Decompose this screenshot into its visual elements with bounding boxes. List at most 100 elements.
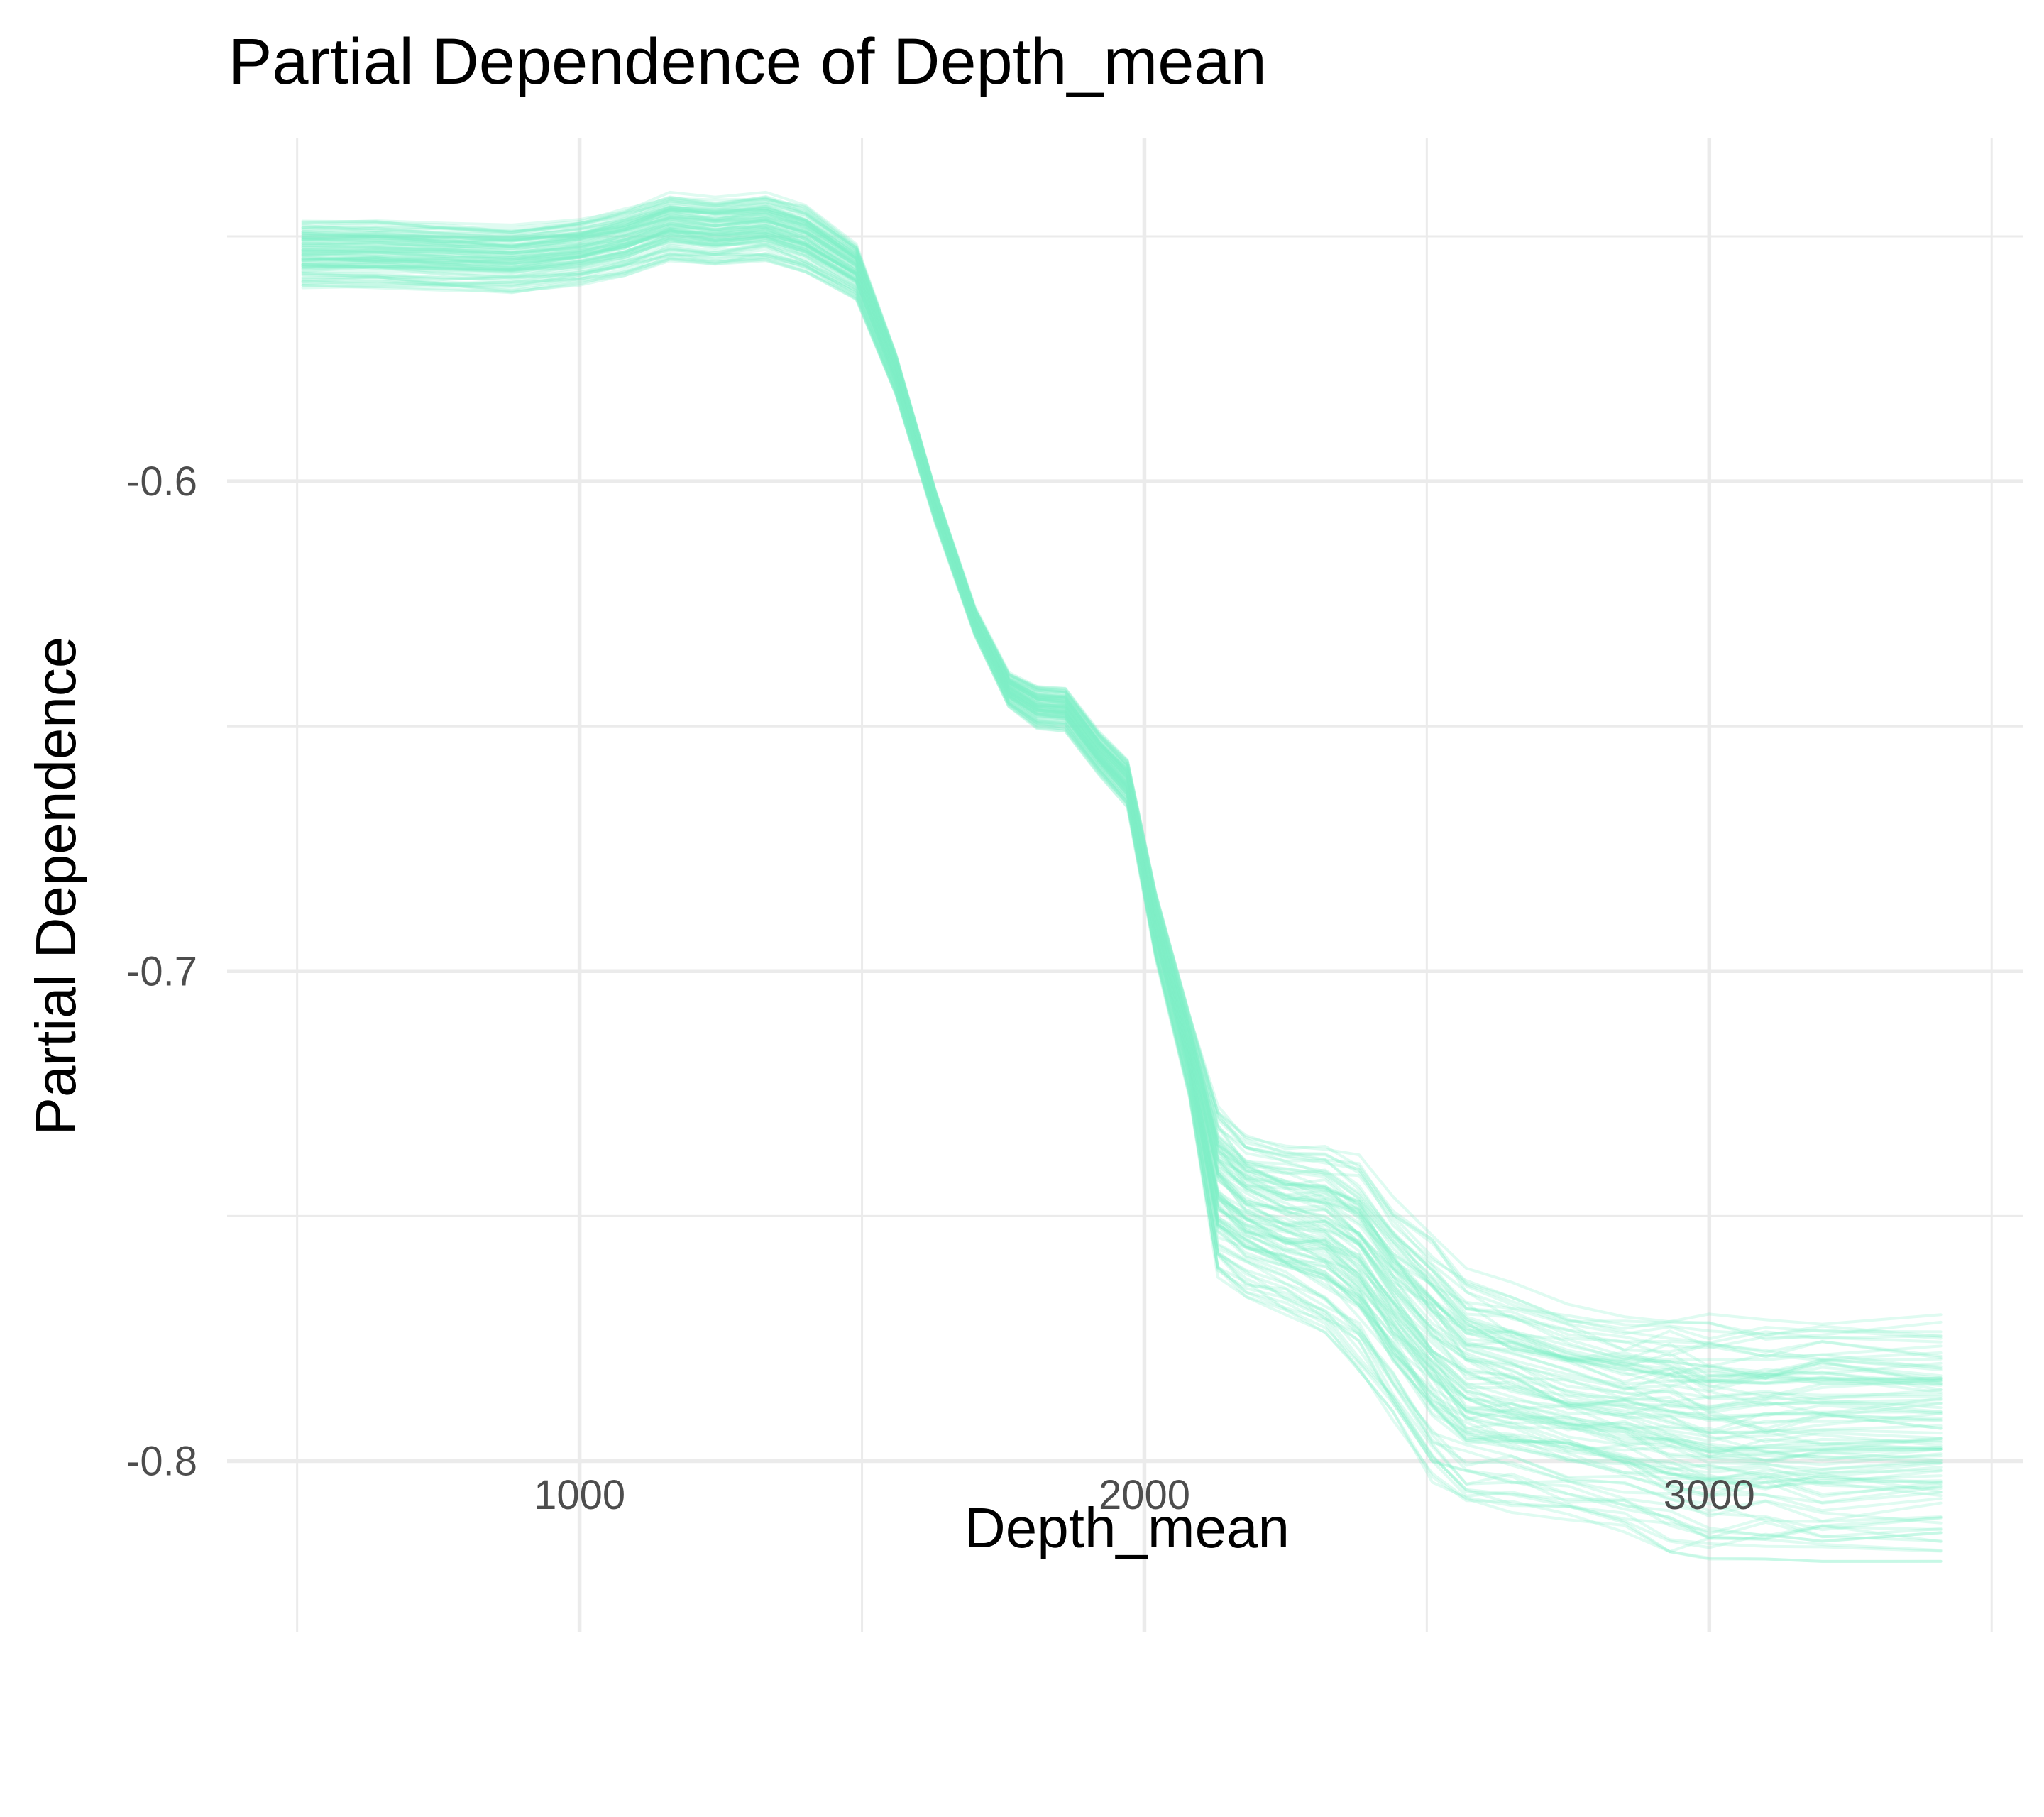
ice-line: [301, 219, 1943, 1433]
ice-lines: [301, 190, 1943, 1563]
ice-line: [301, 226, 1943, 1440]
ice-line: [301, 258, 1943, 1563]
ice-line: [301, 204, 1943, 1382]
y-tick-label: -0.7: [126, 948, 197, 994]
ice-line: [301, 229, 1943, 1466]
ice-line: [301, 207, 1943, 1394]
ice-line: [301, 221, 1943, 1435]
ice-line: [301, 204, 1943, 1368]
ice-line: [301, 227, 1943, 1459]
ice-line: [301, 240, 1943, 1498]
ice-line: [301, 236, 1943, 1490]
ice-line: [301, 207, 1943, 1378]
ice-line: [301, 258, 1943, 1554]
ice-line: [301, 200, 1943, 1358]
x-axis-label: Depth_mean: [965, 1496, 1290, 1559]
y-tick-label: -0.8: [126, 1438, 197, 1484]
ice-line: [301, 240, 1943, 1505]
ice-line: [301, 234, 1943, 1486]
ice-line: [301, 253, 1943, 1541]
ice-line: [301, 214, 1943, 1407]
ice-line: [301, 219, 1943, 1432]
ice-line: [301, 195, 1943, 1340]
ice-line: [301, 219, 1943, 1420]
ice-line: [301, 224, 1943, 1447]
grid: [227, 138, 2023, 1632]
ice-line: [301, 218, 1943, 1422]
ice-line: [301, 235, 1943, 1486]
ice-line: [301, 209, 1943, 1380]
ice-line: [301, 239, 1943, 1504]
ice-line: [301, 222, 1943, 1444]
ice-line: [301, 218, 1943, 1434]
chart-title: Partial Dependence of Depth_mean: [229, 26, 1267, 98]
ice-line: [301, 215, 1943, 1409]
ice-line: [301, 219, 1943, 1430]
ice-line: [301, 258, 1943, 1563]
ice-line: [301, 216, 1943, 1414]
ice-line: [301, 205, 1943, 1383]
x-tick-label: 1000: [534, 1472, 625, 1518]
ice-line: [301, 195, 1943, 1344]
ice-line: [301, 212, 1943, 1410]
ice-line: [301, 219, 1943, 1430]
ice-line: [301, 207, 1943, 1385]
ice-line: [301, 245, 1943, 1532]
ice-line: [301, 233, 1943, 1471]
ice-line: [301, 234, 1943, 1484]
ice-line: [301, 208, 1943, 1388]
ice-line: [301, 229, 1943, 1459]
ice-line: [301, 211, 1943, 1400]
ice-line: [301, 205, 1943, 1385]
ice-line: [301, 230, 1943, 1465]
ice-line: [301, 199, 1943, 1360]
y-tick-label: -0.6: [126, 459, 197, 505]
ice-line: [301, 229, 1943, 1462]
ice-line: [301, 242, 1943, 1523]
ice-line: [301, 208, 1943, 1383]
ice-line: [301, 226, 1943, 1454]
ice-line: [301, 243, 1943, 1525]
ice-line: [301, 207, 1943, 1374]
ice-line: [301, 242, 1943, 1513]
ice-line: [301, 195, 1943, 1341]
ice-line: [301, 214, 1943, 1398]
ice-line: [301, 226, 1943, 1451]
ice-line: [301, 229, 1943, 1454]
ice-line: [301, 237, 1943, 1490]
ice-line: [301, 190, 1943, 1326]
ice-line: [301, 230, 1943, 1476]
x-axis-ticks: 1000 2000 3000: [534, 1472, 1755, 1518]
ice-line: [301, 229, 1943, 1462]
ice-line: [301, 207, 1943, 1391]
ice-line: [301, 209, 1943, 1385]
ice-line: [301, 227, 1943, 1465]
ice-line: [301, 245, 1943, 1523]
ice-line: [301, 201, 1943, 1361]
ice-line: [301, 256, 1943, 1553]
ice-line: [301, 196, 1943, 1338]
ice-line: [301, 226, 1943, 1458]
ice-line: [301, 236, 1943, 1493]
ice-line: [301, 226, 1943, 1450]
ice-line: [301, 216, 1943, 1415]
ice-line: [301, 209, 1943, 1387]
ice-line: [301, 234, 1943, 1479]
ice-line: [301, 254, 1943, 1544]
ice-line: [301, 236, 1943, 1498]
ice-line: [301, 197, 1943, 1349]
x-tick-label: 3000: [1664, 1472, 1755, 1518]
ice-line: [301, 232, 1943, 1484]
ice-line: [301, 252, 1943, 1539]
ice-line: [301, 204, 1943, 1370]
ice-line: [301, 238, 1943, 1497]
ice-line: [301, 251, 1943, 1543]
ice-line: [301, 248, 1943, 1543]
ice-line: [301, 197, 1943, 1358]
x-tick-label: 2000: [1099, 1472, 1190, 1518]
y-axis-label: Partial Dependence: [24, 637, 87, 1136]
ice-line: [301, 234, 1943, 1485]
ice-line: [301, 216, 1943, 1413]
ice-line: [301, 216, 1943, 1425]
